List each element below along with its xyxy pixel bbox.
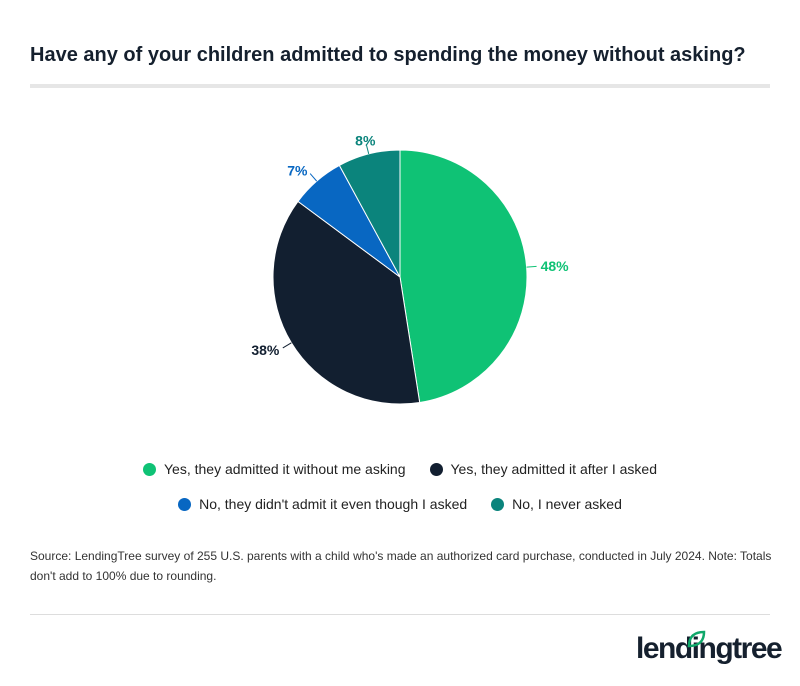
legend-swatch	[178, 497, 192, 511]
legend-row-1: Yes, they admitted it without me asking …	[0, 461, 800, 477]
title-divider	[30, 84, 770, 88]
label-leader-line	[365, 144, 370, 155]
chart-title: Have any of your children admitted to sp…	[30, 44, 746, 66]
pie-slice	[272, 200, 421, 405]
legend-item: No, I never asked	[491, 496, 622, 512]
data-label: 7%	[287, 163, 308, 179]
pie-chart: 48% 38% 7% 8%	[251, 132, 570, 405]
lendingtree-logo: lendingtree	[636, 630, 783, 666]
data-label: 38%	[251, 342, 280, 358]
leaf-icon	[687, 630, 706, 648]
legend-swatch	[143, 462, 156, 476]
legend-row-2: No, they didn't admit it even though I a…	[0, 496, 800, 512]
pie-slice	[338, 149, 401, 278]
data-label: 48%	[541, 258, 570, 274]
data-label: 8%	[355, 132, 376, 148]
label-leader-line	[282, 342, 292, 349]
label-leader-line	[309, 173, 318, 182]
legend-item: Yes, they admitted it after I asked	[429, 461, 658, 477]
legend-label: No, I never asked	[512, 496, 622, 512]
logo-text: lendingtree	[636, 632, 783, 665]
legend-label: Yes, they admitted it after I asked	[450, 461, 658, 477]
legend-label: Yes, they admitted it without me asking	[164, 461, 406, 477]
legend-item: No, they didn't admit it even though I a…	[178, 496, 467, 512]
legend-swatch	[491, 497, 505, 511]
footer-divider	[30, 614, 770, 615]
legend-swatch	[429, 462, 443, 476]
source-note: Source: LendingTree survey of 255 U.S. p…	[30, 549, 772, 583]
pie-slice	[399, 149, 528, 404]
legend-item: Yes, they admitted it without me asking	[143, 461, 406, 477]
legend-label: No, they didn't admit it even though I a…	[199, 496, 468, 512]
label-leader-line	[526, 265, 537, 268]
